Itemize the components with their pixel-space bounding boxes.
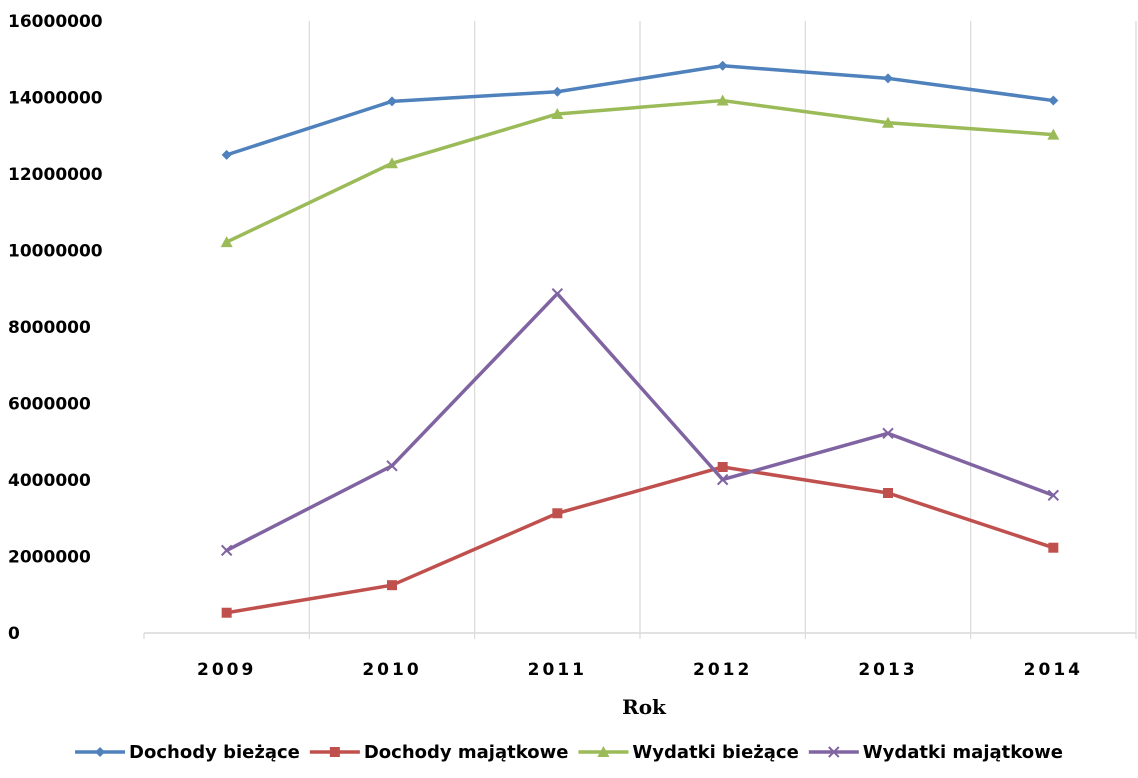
legend-marker-swatch (329, 747, 340, 757)
y-tick-label: 10000000 (8, 242, 103, 262)
legend: Dochody bieżące Dochody majątkowe Wydatki … (75, 742, 1063, 763)
data-point-marker (387, 580, 397, 591)
legend-item: Dochody bieżące (75, 742, 300, 763)
x-tick-label: 2013 (858, 660, 917, 680)
y-tick-label: 12000000 (8, 165, 103, 185)
data-point-marker (716, 94, 729, 106)
data-point-marker (1048, 95, 1059, 106)
data-point-marker (552, 86, 563, 97)
data-point-marker (551, 288, 564, 300)
series-line-4 (224, 291, 1056, 553)
x-tick-label: 2014 (1024, 660, 1083, 680)
data-point-marker (387, 96, 397, 107)
series-lines (224, 64, 1056, 615)
data-point-marker (882, 116, 894, 128)
y-tick-label: 6000000 (8, 395, 91, 415)
legend-label: Wydatki bieżące (632, 742, 798, 763)
series-line-1 (224, 64, 1056, 157)
data-point-marker (221, 149, 232, 160)
y-tick-label: 2000000 (8, 548, 91, 568)
series-line-3 (224, 98, 1056, 244)
x-tick-label: 2011 (528, 660, 587, 680)
data-point-marker (1048, 542, 1059, 553)
data-point-marker (386, 157, 398, 169)
gridlines (308, 21, 1137, 633)
legend-label: Dochody bieżące (129, 742, 300, 763)
data-point-marker (386, 460, 398, 472)
data-point-marker (1047, 489, 1060, 502)
data-point-marker (716, 473, 729, 486)
x-tick-label: 2012 (693, 660, 752, 680)
data-point-marker (882, 427, 894, 440)
data-point-marker (220, 236, 233, 248)
data-point-marker (221, 607, 232, 618)
data-point-marker (717, 60, 728, 71)
legend-marker-swatch (828, 746, 840, 758)
data-point-marker (717, 461, 728, 472)
x-tick-label: 2010 (362, 660, 421, 680)
legend-item: Wydatki bieżące (578, 742, 799, 763)
legend-marker-swatch (95, 747, 106, 757)
axes (143, 632, 1137, 639)
data-point-marker (220, 544, 233, 557)
y-tick-label: 4000000 (8, 471, 91, 491)
data-point-marker (551, 107, 564, 119)
legend-marker-swatch (597, 746, 610, 757)
y-tick-labels: 0 2000000 4000000 6000000 8000000 10000000 120… (8, 12, 103, 644)
series-line-2 (224, 465, 1056, 615)
x-tick-labels: 2009 2010 2011 2012 2013 2014 (197, 660, 1083, 680)
y-tick-label: 16000000 (8, 12, 103, 32)
series-markers (220, 60, 1060, 618)
legend-item: Dochody majątkowe (309, 742, 569, 763)
data-point-marker (552, 508, 563, 519)
y-tick-label: 8000000 (8, 318, 91, 338)
legend-label: Dochody majątkowe (364, 742, 569, 763)
data-point-marker (883, 73, 893, 84)
x-tick-label: 2009 (197, 660, 256, 680)
x-axis-title: Rok (622, 695, 667, 719)
data-point-marker (883, 488, 893, 499)
data-point-marker (1047, 128, 1060, 140)
y-tick-label: 0 (8, 624, 20, 644)
legend-item: Wydatki majątkowe (808, 742, 1063, 763)
legend-label: Wydatki majątkowe (863, 742, 1063, 763)
y-tick-label: 14000000 (8, 89, 103, 109)
